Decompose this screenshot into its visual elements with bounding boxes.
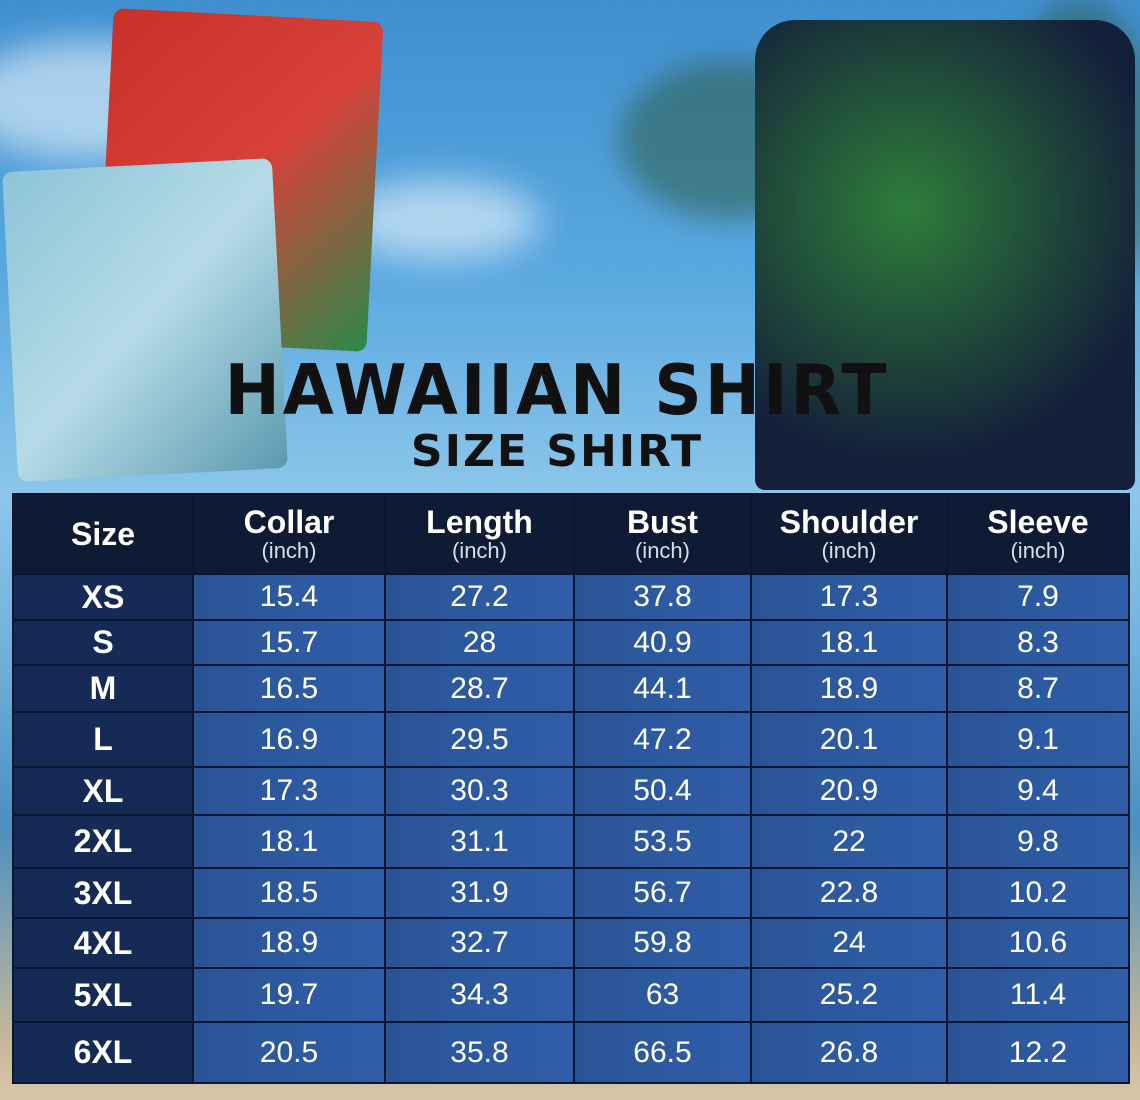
table-row: 4XL 18.9 32.7 59.8 24 10.6	[12, 917, 1130, 969]
value-cell: 18.1	[750, 619, 948, 666]
column-header-label: Collar	[243, 504, 335, 540]
column-header-label: Shoulder	[779, 504, 919, 540]
size-cell: S	[12, 619, 194, 666]
size-cell: 6XL	[12, 1021, 194, 1084]
value-cell: 9.4	[946, 766, 1130, 816]
column-header-unit: (inch)	[451, 538, 507, 563]
column-header-unit: (inch)	[821, 538, 877, 563]
value-cell: 29.5	[384, 711, 575, 768]
value-cell: 16.5	[192, 664, 386, 713]
page-title: HAWAIIAN SHIRT	[224, 350, 890, 431]
value-cell: 17.3	[750, 573, 948, 621]
column-header: Size	[12, 493, 194, 575]
column-header-label: Length	[426, 504, 533, 540]
column-header: Collar (inch)	[192, 493, 386, 575]
value-cell: 26.8	[750, 1021, 948, 1084]
size-cell: M	[12, 664, 194, 713]
value-cell: 7.9	[946, 573, 1130, 621]
value-cell: 25.2	[750, 967, 948, 1023]
value-cell: 47.2	[573, 711, 752, 768]
column-header-unit: (inch)	[1010, 538, 1066, 563]
size-cell: XL	[12, 766, 194, 816]
value-cell: 35.8	[384, 1021, 575, 1084]
value-cell: 66.5	[573, 1021, 752, 1084]
value-cell: 32.7	[384, 917, 575, 969]
value-cell: 8.3	[946, 619, 1130, 666]
value-cell: 30.3	[384, 766, 575, 816]
column-header: Length (inch)	[384, 493, 575, 575]
size-cell: 2XL	[12, 814, 194, 869]
size-cell: L	[12, 711, 194, 768]
column-header-label: Size	[70, 516, 136, 552]
value-cell: 28	[384, 619, 575, 666]
value-cell: 34.3	[384, 967, 575, 1023]
size-cell: 5XL	[12, 967, 194, 1023]
value-cell: 18.1	[192, 814, 386, 869]
column-header: Sleeve (inch)	[946, 493, 1130, 575]
value-cell: 44.1	[573, 664, 752, 713]
value-cell: 27.2	[384, 573, 575, 621]
column-header: Bust (inch)	[573, 493, 752, 575]
size-cell: XS	[12, 573, 194, 621]
value-cell: 15.4	[192, 573, 386, 621]
value-cell: 40.9	[573, 619, 752, 666]
column-header: Shoulder (inch)	[750, 493, 948, 575]
value-cell: 15.7	[192, 619, 386, 666]
size-cell: 3XL	[12, 867, 194, 919]
value-cell: 31.1	[384, 814, 575, 869]
value-cell: 18.9	[750, 664, 948, 713]
value-cell: 59.8	[573, 917, 752, 969]
size-table: Size Collar (inch) Length (inch) Bust (inch) Sh…	[12, 493, 1130, 1084]
table-row: XL 17.3 30.3 50.4 20.9 9.4	[12, 766, 1130, 816]
value-cell: 22.8	[750, 867, 948, 919]
value-cell: 20.9	[750, 766, 948, 816]
table-row: L 16.9 29.5 47.2 20.1 9.1	[12, 711, 1130, 768]
table-row: 2XL 18.1 31.1 53.5 22 9.8	[12, 814, 1130, 869]
value-cell: 28.7	[384, 664, 575, 713]
value-cell: 19.7	[192, 967, 386, 1023]
value-cell: 17.3	[192, 766, 386, 816]
column-header-unit: (inch)	[261, 538, 317, 563]
table-row: M 16.5 28.7 44.1 18.9 8.7	[12, 664, 1130, 713]
page-subtitle: SIZE SHIRT	[410, 426, 704, 477]
size-cell: 4XL	[12, 917, 194, 969]
table-row: S 15.7 28 40.9 18.1 8.3	[12, 619, 1130, 666]
value-cell: 16.9	[192, 711, 386, 768]
value-cell: 8.7	[946, 664, 1130, 713]
value-cell: 63	[573, 967, 752, 1023]
value-cell: 20.5	[192, 1021, 386, 1084]
value-cell: 9.8	[946, 814, 1130, 869]
table-row: 3XL 18.5 31.9 56.7 22.8 10.2	[12, 867, 1130, 919]
value-cell: 56.7	[573, 867, 752, 919]
value-cell: 24	[750, 917, 948, 969]
value-cell: 31.9	[384, 867, 575, 919]
value-cell: 18.5	[192, 867, 386, 919]
value-cell: 20.1	[750, 711, 948, 768]
value-cell: 12.2	[946, 1021, 1130, 1084]
model-shirt-image	[755, 20, 1135, 490]
value-cell: 9.1	[946, 711, 1130, 768]
table-row: 5XL 19.7 34.3 63 25.2 11.4	[12, 967, 1130, 1023]
column-header-unit: (inch)	[634, 538, 690, 563]
value-cell: 10.2	[946, 867, 1130, 919]
value-cell: 18.9	[192, 917, 386, 969]
table-row: XS 15.4 27.2 37.8 17.3 7.9	[12, 573, 1130, 621]
column-header-label: Bust	[626, 504, 699, 540]
value-cell: 11.4	[946, 967, 1130, 1023]
table-row: 6XL 20.5 35.8 66.5 26.8 12.2	[12, 1021, 1130, 1084]
value-cell: 50.4	[573, 766, 752, 816]
value-cell: 22	[750, 814, 948, 869]
value-cell: 53.5	[573, 814, 752, 869]
column-header-label: Sleeve	[987, 504, 1089, 540]
value-cell: 37.8	[573, 573, 752, 621]
value-cell: 10.6	[946, 917, 1130, 969]
